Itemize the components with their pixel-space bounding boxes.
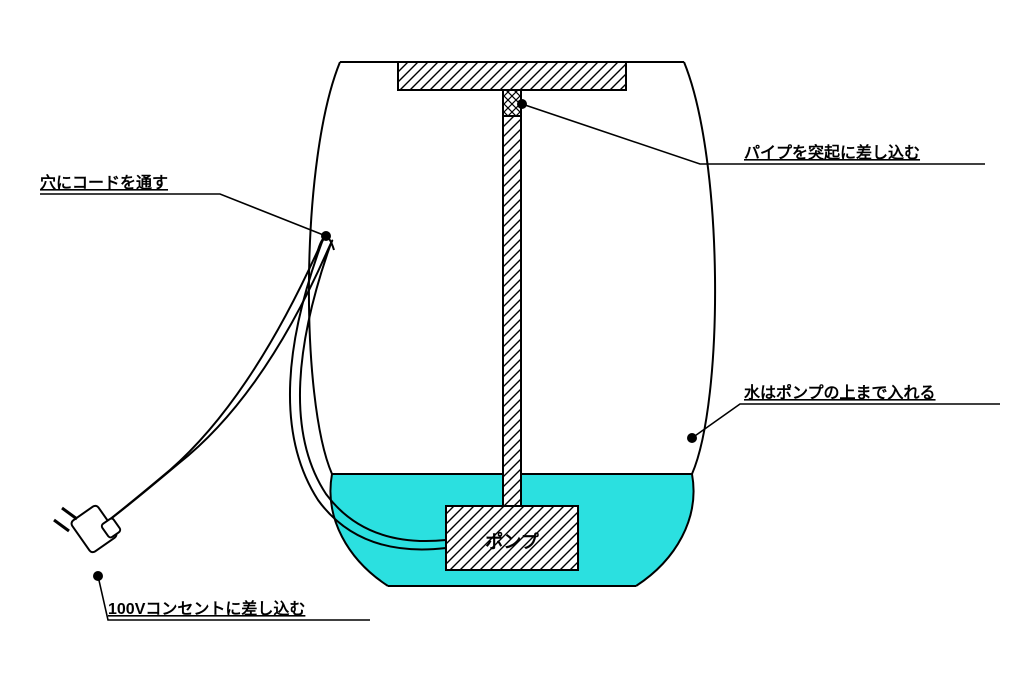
callout-pipe-insert-label: パイプを突起に差し込む [744,143,920,162]
power-plug [54,504,121,553]
callout-water-level-label: 水はポンプの上まで入れる [744,383,936,402]
pipe [503,116,521,506]
diagram-svg: ポンプ パイプを突起に差し込む 穴にコードを通す 水はポンプの上まで入れる 10… [0,0,1024,690]
callout-water-level: 水はポンプの上まで入れる [687,383,1000,443]
pump-label: ポンプ [485,531,539,552]
callout-pipe-insert: パイプを突起に差し込む [517,99,985,164]
callout-outlet: 100Vコンセントに差し込む [93,571,370,620]
callout-outlet-label: 100Vコンセントに差し込む [108,599,305,618]
callout-cord-hole-label: 穴にコードを通す [40,173,168,192]
top-plate [398,62,626,90]
callout-cord-hole: 穴にコードを通す [40,173,331,241]
